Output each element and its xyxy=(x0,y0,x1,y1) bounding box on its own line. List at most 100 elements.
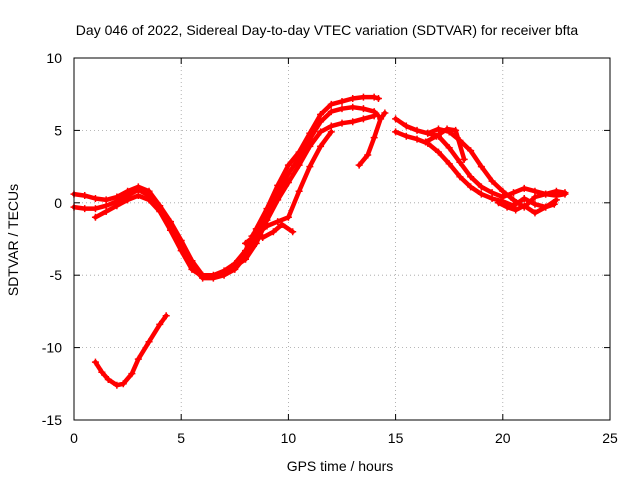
data-point xyxy=(284,161,292,169)
y-tick-label: 0 xyxy=(54,195,62,211)
data-point xyxy=(91,358,99,366)
data-point xyxy=(119,380,127,388)
data-point xyxy=(91,205,99,213)
data-point xyxy=(306,135,314,143)
data-point xyxy=(531,209,539,217)
data-point xyxy=(231,263,239,271)
data-point xyxy=(359,105,367,113)
y-tick-label: 5 xyxy=(54,122,62,138)
data-point xyxy=(445,144,453,152)
data-point xyxy=(317,142,325,150)
grid xyxy=(74,58,610,420)
data-point xyxy=(177,247,185,255)
data-point xyxy=(242,255,250,263)
x-tick-label: 20 xyxy=(495,430,511,446)
data-point xyxy=(317,128,325,136)
data-series xyxy=(70,93,569,389)
data-point xyxy=(434,148,442,156)
y-axis-label: SDTVAR / TECUs xyxy=(5,184,21,296)
y-tick-label: 10 xyxy=(46,50,62,66)
data-point xyxy=(289,228,297,236)
data-point xyxy=(134,355,142,363)
series-track-late-spur xyxy=(422,125,468,163)
data-point xyxy=(317,110,325,118)
data-point xyxy=(295,187,303,195)
data-point xyxy=(259,234,267,242)
data-point xyxy=(392,128,400,136)
y-tick-label: -15 xyxy=(42,412,62,428)
x-tick-label: 0 xyxy=(70,430,78,446)
series-track-dip xyxy=(355,109,389,169)
data-point xyxy=(145,338,153,346)
data-point xyxy=(422,138,430,146)
data-point xyxy=(98,368,106,376)
data-point xyxy=(295,161,303,169)
data-point xyxy=(434,125,442,133)
data-point xyxy=(355,161,363,169)
data-point xyxy=(199,273,207,281)
data-point xyxy=(402,132,410,140)
data-point xyxy=(477,190,485,198)
data-point xyxy=(91,194,99,202)
data-point xyxy=(370,112,378,120)
data-point xyxy=(413,135,421,143)
data-point xyxy=(467,147,475,155)
series-track-mid-spur xyxy=(248,221,297,242)
data-point xyxy=(349,95,357,103)
series-line xyxy=(93,313,169,388)
data-point xyxy=(128,370,136,378)
data-point xyxy=(338,97,346,105)
series-line xyxy=(393,129,559,210)
data-point xyxy=(134,192,142,200)
axis-ticks: 0 5 10 15 20 25 -15 -10 -5 0 5 10 xyxy=(42,50,618,446)
data-point xyxy=(248,232,256,240)
data-point xyxy=(381,109,389,117)
data-point xyxy=(284,170,292,178)
data-point xyxy=(520,194,528,202)
data-point xyxy=(364,151,372,159)
data-point xyxy=(392,115,400,123)
data-point xyxy=(349,103,357,111)
data-point xyxy=(531,200,539,208)
x-axis-label: GPS time / hours xyxy=(287,458,394,474)
chart-title: Day 046 of 2022, Sidereal Day-to-day VTE… xyxy=(76,22,579,38)
x-tick-label: 25 xyxy=(602,430,618,446)
series-track-mid-loop xyxy=(242,128,335,247)
data-point xyxy=(166,226,174,234)
series-track-late-a xyxy=(392,115,569,201)
data-point xyxy=(327,128,335,136)
data-point xyxy=(402,122,410,130)
data-point xyxy=(477,163,485,171)
data-point xyxy=(495,199,503,207)
data-point xyxy=(263,222,271,230)
data-point xyxy=(327,108,335,116)
data-point xyxy=(252,239,260,247)
data-point xyxy=(327,100,335,108)
data-point xyxy=(542,203,550,211)
data-point xyxy=(520,202,528,210)
data-point xyxy=(413,126,421,134)
data-point xyxy=(124,196,132,204)
data-point xyxy=(374,95,382,103)
y-tick-label: -10 xyxy=(42,340,62,356)
data-point xyxy=(460,155,468,163)
data-point xyxy=(488,177,496,185)
data-point xyxy=(503,203,511,211)
data-point xyxy=(338,119,346,127)
data-point xyxy=(284,213,292,221)
data-point xyxy=(81,205,89,213)
data-point xyxy=(359,93,367,101)
series-line xyxy=(393,116,568,200)
series-track-isolated xyxy=(91,312,170,389)
data-point xyxy=(377,115,385,123)
data-point xyxy=(452,126,460,134)
data-point xyxy=(370,93,378,101)
data-point xyxy=(284,179,292,187)
data-point xyxy=(510,196,518,204)
data-point xyxy=(269,228,277,236)
data-point xyxy=(156,320,164,328)
data-point xyxy=(349,118,357,126)
series-track-late-tail xyxy=(495,199,558,217)
data-point xyxy=(278,221,286,229)
